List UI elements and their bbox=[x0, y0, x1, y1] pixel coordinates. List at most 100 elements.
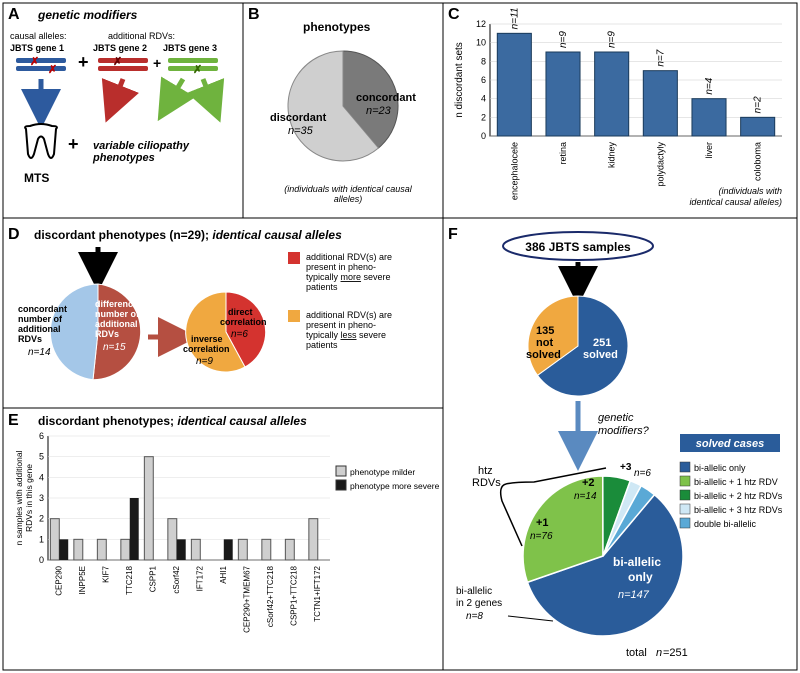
gene3-text: JBTS gene 3 bbox=[163, 43, 217, 53]
svg-text:2: 2 bbox=[481, 112, 486, 122]
svg-text:n=15: n=15 bbox=[103, 342, 126, 353]
svg-text:bi-allelic + 2 htz RDVs: bi-allelic + 2 htz RDVs bbox=[694, 491, 783, 501]
chart-c: n discordant sets024681012n=11encephaloc… bbox=[448, 6, 792, 216]
svg-text:number of: number of bbox=[18, 314, 63, 324]
panel-a-svg: ✗ ✗ ✗ ✗ + + + bbox=[8, 54, 238, 224]
svg-text:0: 0 bbox=[39, 555, 44, 565]
svg-text:n samples with additional: n samples with additional bbox=[14, 450, 24, 545]
svg-text:RDVs: RDVs bbox=[95, 329, 119, 339]
svg-text:double bi-allelic: double bi-allelic bbox=[694, 519, 757, 529]
svg-text:6: 6 bbox=[481, 75, 486, 85]
svg-text:TTC218: TTC218 bbox=[125, 565, 134, 594]
svg-text:n=14: n=14 bbox=[574, 491, 597, 502]
svg-text:bi-allelic + 3 htz RDVs: bi-allelic + 3 htz RDVs bbox=[694, 505, 783, 515]
svg-text:n=6: n=6 bbox=[231, 329, 248, 340]
svg-text:additional: additional bbox=[18, 324, 61, 334]
svg-text:386 JBTS samples: 386 JBTS samples bbox=[525, 240, 631, 254]
svg-text:typically more severe: typically more severe bbox=[306, 272, 391, 282]
svg-text:3: 3 bbox=[39, 493, 44, 503]
svg-text:TCTN1+IFT172: TCTN1+IFT172 bbox=[313, 565, 322, 621]
svg-text:=251: =251 bbox=[663, 647, 688, 659]
svg-text:+: + bbox=[68, 134, 79, 154]
svg-text:CEP290: CEP290 bbox=[54, 565, 63, 595]
svg-text:n=23: n=23 bbox=[366, 105, 392, 117]
svg-text:kidney: kidney bbox=[607, 142, 617, 169]
svg-text:concordant: concordant bbox=[356, 92, 416, 104]
svg-text:CSPP1+TTC218: CSPP1+TTC218 bbox=[289, 565, 298, 625]
panel-b: B phenotypes concordant n=23 discordant … bbox=[248, 6, 438, 216]
svg-text:6: 6 bbox=[39, 431, 44, 441]
variable-text: variable ciliopathy phenotypes bbox=[93, 140, 233, 164]
svg-text:additional: additional bbox=[95, 319, 138, 329]
svg-text:n=9: n=9 bbox=[196, 356, 213, 367]
svg-text:not: not bbox=[536, 337, 553, 349]
svg-text:present in pheno-: present in pheno- bbox=[306, 262, 376, 272]
panel-f: F 386 JBTS samples251solved135notsolvedg… bbox=[448, 226, 792, 666]
svg-text:8: 8 bbox=[481, 56, 486, 66]
panel-e: E discordant phenotypes; identical causa… bbox=[8, 412, 440, 667]
svg-text:CSPP1: CSPP1 bbox=[148, 565, 157, 592]
svg-text:total: total bbox=[626, 647, 647, 659]
panel-a-label: A bbox=[8, 6, 20, 24]
svg-text:+1: +1 bbox=[536, 517, 549, 529]
panel-b-title: phenotypes bbox=[303, 20, 370, 34]
svg-text:solved: solved bbox=[583, 349, 618, 361]
svg-text:+3: +3 bbox=[620, 462, 632, 473]
svg-text:patients: patients bbox=[306, 282, 338, 292]
svg-text:CEP290+TMEM67: CEP290+TMEM67 bbox=[242, 565, 251, 632]
svg-text:✗: ✗ bbox=[193, 64, 202, 76]
svg-text:(individuals with: (individuals with bbox=[718, 186, 782, 196]
svg-text:10: 10 bbox=[476, 38, 486, 48]
chart-d: concordant number of additional RDVs n=1… bbox=[8, 242, 440, 412]
svg-text:KIF7: KIF7 bbox=[101, 565, 110, 582]
svg-text:4: 4 bbox=[39, 472, 44, 482]
svg-text:n=9: n=9 bbox=[607, 31, 618, 48]
panel-a-title: genetic modifiers bbox=[38, 8, 137, 22]
svg-text:patients: patients bbox=[306, 340, 338, 350]
svg-text:retina: retina bbox=[558, 142, 568, 165]
svg-text:genetic: genetic bbox=[598, 412, 634, 424]
additional-rdvs-text: additional RDVs: bbox=[108, 31, 175, 41]
svg-text:RDVs: RDVs bbox=[18, 334, 42, 344]
svg-text:additional RDV(s) are: additional RDV(s) are bbox=[306, 310, 392, 320]
svg-text:AHI1: AHI1 bbox=[219, 565, 228, 583]
svg-text:coloboma: coloboma bbox=[753, 142, 763, 181]
svg-text:n=2: n=2 bbox=[753, 96, 764, 113]
svg-text:n=147: n=147 bbox=[618, 589, 650, 601]
svg-text:phenotype more severe: phenotype more severe bbox=[350, 481, 440, 491]
svg-text:concordant: concordant bbox=[18, 304, 67, 314]
panel-d-title-italic: identical causal alleles bbox=[212, 228, 341, 242]
svg-text:IFT172: IFT172 bbox=[195, 565, 204, 591]
svg-text:251: 251 bbox=[593, 337, 611, 349]
svg-text:modifiers?: modifiers? bbox=[598, 425, 650, 437]
svg-text:present in pheno-: present in pheno- bbox=[306, 320, 376, 330]
chart-e: 0123456n samples with additionalRDVs in … bbox=[8, 430, 440, 670]
svg-text:n discordant sets: n discordant sets bbox=[454, 42, 465, 118]
svg-text:cSorf42+TTC218: cSorf42+TTC218 bbox=[266, 565, 275, 627]
pie-b: concordant n=23 discordant n=35 bbox=[258, 36, 428, 186]
svg-text:n=14: n=14 bbox=[28, 347, 51, 358]
svg-text:bi-allelic only: bi-allelic only bbox=[694, 463, 746, 473]
svg-text:n=76: n=76 bbox=[530, 531, 553, 542]
svg-text:RDVs in this gene: RDVs in this gene bbox=[24, 464, 34, 532]
gene1-text: JBTS gene 1 bbox=[10, 43, 64, 53]
svg-text:phenotype milder: phenotype milder bbox=[350, 467, 415, 477]
svg-text:n=8: n=8 bbox=[466, 611, 483, 622]
svg-text:+: + bbox=[78, 54, 89, 72]
svg-text:135: 135 bbox=[536, 325, 554, 337]
svg-text:1: 1 bbox=[39, 534, 44, 544]
chart-f: 386 JBTS samples251solved135notsolvedgen… bbox=[448, 226, 792, 666]
svg-text:inverse: inverse bbox=[191, 334, 223, 344]
svg-text:n=9: n=9 bbox=[558, 31, 569, 48]
mts-text: MTS bbox=[24, 171, 49, 185]
svg-text:in 2 genes: in 2 genes bbox=[456, 598, 502, 609]
svg-text:2: 2 bbox=[39, 514, 44, 524]
panel-c: C n discordant sets024681012n=11encephal… bbox=[448, 6, 792, 216]
svg-text:+2: +2 bbox=[582, 477, 595, 489]
svg-text:bi-allelic + 1 htz RDV: bi-allelic + 1 htz RDV bbox=[694, 477, 778, 487]
panel-a: A genetic modifiers causal alleles: addi… bbox=[8, 6, 238, 216]
svg-text:bi-allelic: bi-allelic bbox=[456, 586, 492, 597]
svg-text:+: + bbox=[153, 55, 161, 71]
svg-text:INPP5E: INPP5E bbox=[78, 566, 87, 594]
svg-text:12: 12 bbox=[476, 19, 486, 29]
